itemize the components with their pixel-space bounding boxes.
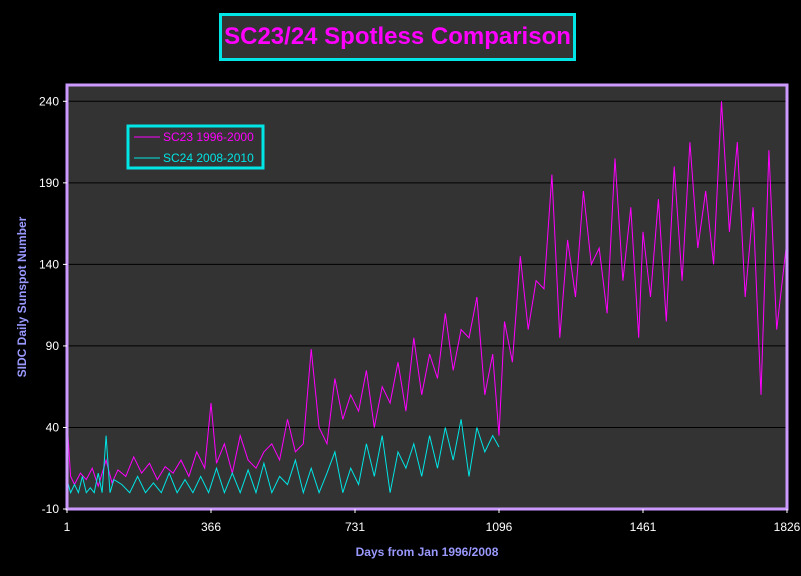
series-layer xyxy=(66,101,788,495)
plot-border xyxy=(65,83,789,511)
y-axis-label: SIDC Daily Sunspot Number xyxy=(15,216,29,377)
x-tick-label: 1461 xyxy=(630,520,657,534)
x-tick-label: 366 xyxy=(201,520,221,534)
chart-title-box: SC23/24 Spotless Comparison xyxy=(219,13,576,61)
y-tick-label: 240 xyxy=(39,94,59,108)
legend-label: SC24 2008-2010 xyxy=(163,151,254,165)
x-axis-label: Days from Jan 1996/2008 xyxy=(356,545,499,559)
legend-box xyxy=(126,124,265,170)
series-line-sc24 xyxy=(66,419,500,495)
gridlines xyxy=(67,100,787,428)
x-tick-label: 1 xyxy=(64,520,71,534)
chart-title: SC23/24 Spotless Comparison xyxy=(224,23,571,50)
y-tick-label: 90 xyxy=(46,339,60,353)
x-tick-label: 1826 xyxy=(774,520,801,534)
legend: SC23 1996-2000 SC24 2008-2010 xyxy=(126,124,265,170)
legend-label: SC23 1996-2000 xyxy=(163,130,254,144)
y-tick-label: -10 xyxy=(42,502,60,516)
x-tick-label: 1096 xyxy=(486,520,513,534)
x-axis-ticks: 1 366 731 1096 1461 1826 xyxy=(64,509,801,534)
y-tick-label: 140 xyxy=(39,257,59,271)
x-tick-label: 731 xyxy=(345,520,365,534)
y-tick-label: 40 xyxy=(46,420,60,434)
y-tick-label: 190 xyxy=(39,176,59,190)
series-line-sc23 xyxy=(66,101,788,488)
y-axis-ticks: -10 40 90 140 190 240 xyxy=(39,94,67,516)
